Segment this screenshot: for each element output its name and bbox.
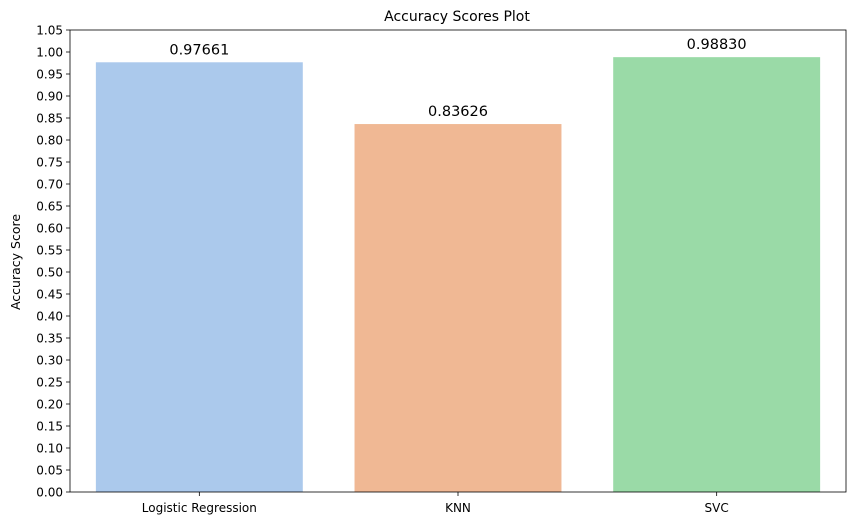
x-axis: Logistic Regression KNN SVC	[142, 492, 729, 515]
bar-2	[613, 57, 821, 493]
y-tick-label-4: 0.20	[36, 397, 63, 411]
y-tick-label-15: 0.75	[36, 155, 63, 169]
y-tick-label-2: 0.10	[36, 441, 63, 455]
bar-labels-layer: 0.97661 0.83626 0.98830	[169, 37, 746, 120]
x-tick-label-2: SVC	[705, 501, 729, 515]
y-tick-label-8: 0.40	[36, 309, 63, 323]
y-tick-label-5: 0.25	[36, 375, 63, 389]
y-tick-label-13: 0.65	[36, 199, 63, 213]
y-tick-label-20: 1.00	[36, 45, 63, 59]
y-tick-label-9: 0.45	[36, 287, 63, 301]
y-tick-label-1: 0.05	[36, 463, 63, 477]
y-tick-label-12: 0.60	[36, 221, 63, 235]
y-tick-label-14: 0.70	[36, 177, 63, 191]
y-tick-label-18: 0.90	[36, 89, 63, 103]
bars-layer	[95, 57, 821, 493]
bar-1	[354, 124, 562, 493]
bar-value-label-0: 0.97661	[169, 42, 229, 58]
chart-title: Accuracy Scores Plot	[384, 9, 530, 25]
y-tick-label-16: 0.80	[36, 133, 63, 147]
y-tick-label-19: 0.95	[36, 67, 63, 81]
y-axis-title: Accuracy Score	[8, 214, 23, 310]
y-tick-label-7: 0.35	[36, 331, 63, 345]
plot-frame	[69, 29, 847, 493]
y-tick-label-6: 0.30	[36, 353, 63, 367]
y-tick-label-10: 0.50	[36, 265, 63, 279]
y-tick-label-3: 0.15	[36, 419, 63, 433]
y-tick-label-0: 0.00	[36, 485, 63, 499]
y-tick-label-21: 1.05	[36, 23, 63, 37]
bar-0	[95, 62, 303, 492]
y-axis: 0.00 0.05 0.10 0.15 0.20 0.25 0.30 0.35 0.40 0.45…	[36, 23, 70, 499]
y-tick-label-11: 0.55	[36, 243, 63, 257]
bar-value-label-1: 0.83626	[428, 104, 488, 120]
y-tick-label-17: 0.85	[36, 111, 63, 125]
plot-border	[69, 29, 847, 493]
x-tick-label-0: Logistic Regression	[142, 501, 257, 515]
bar-value-label-2: 0.98830	[687, 37, 747, 53]
x-tick-label-1: KNN	[445, 501, 471, 515]
